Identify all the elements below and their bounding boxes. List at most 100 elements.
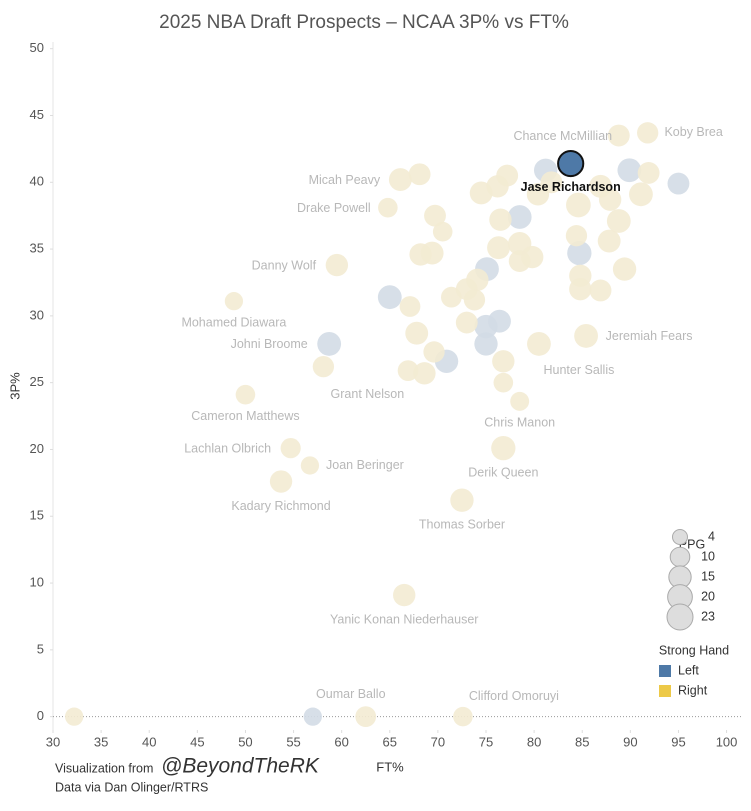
point: [455, 311, 478, 334]
x-tick-label: 55: [286, 734, 300, 749]
point-label: Derik Queen: [468, 465, 538, 479]
point: [521, 245, 544, 269]
point: [405, 321, 429, 345]
size-legend-label: 10: [701, 549, 715, 563]
x-tick-label: 100: [716, 734, 738, 749]
x-axis-label: FT%: [376, 759, 404, 774]
point: [424, 204, 446, 227]
highlight-layer: [557, 149, 585, 178]
point: [487, 236, 510, 260]
point: [317, 332, 342, 356]
y-tick-label: 20: [30, 441, 44, 456]
point-label: Lachlan Olbrich: [184, 441, 271, 455]
point: [496, 164, 519, 187]
point: [637, 161, 660, 184]
point: [355, 706, 377, 728]
x-tick-label: 80: [527, 734, 541, 749]
x-tick-label: 90: [623, 734, 637, 749]
y-axis-label: 3P%: [7, 372, 22, 400]
point: [589, 279, 612, 302]
size-legend-mark: [666, 603, 694, 631]
point: [413, 362, 436, 385]
point: [474, 332, 498, 356]
point-label: Clifford Omoruyi: [469, 689, 559, 703]
footer-handle: @BeyondTheRK: [161, 755, 320, 778]
point: [612, 257, 637, 281]
point-label: Mohamed Diawara: [181, 315, 286, 329]
point: [269, 470, 293, 493]
point-label: Koby Brea: [664, 125, 722, 139]
x-tick-label: 75: [479, 734, 493, 749]
y-tick-label: 35: [30, 241, 44, 256]
point: [450, 488, 474, 512]
point: [397, 360, 419, 382]
point: [607, 124, 630, 147]
point-label: Oumar Ballo: [316, 687, 386, 701]
point: [303, 707, 322, 726]
point-label: Grant Nelson: [331, 387, 405, 401]
point: [280, 438, 301, 459]
point-label: Chance McMillian: [513, 129, 612, 143]
x-tick-label: 85: [575, 734, 589, 749]
point: [325, 253, 349, 277]
point: [377, 285, 402, 310]
x-tick-label: 30: [46, 734, 60, 749]
y-tick-label: 30: [30, 307, 44, 322]
legend-label: Left: [678, 663, 699, 677]
points: [65, 122, 690, 728]
point: [597, 229, 621, 253]
footer-source: Data via Dan Olinger/RTRS: [55, 780, 208, 794]
size-legend-label: 20: [701, 589, 715, 603]
x-tick-label: 95: [671, 734, 685, 749]
point: [492, 350, 515, 373]
point: [491, 435, 516, 461]
point: [574, 323, 598, 348]
y-tick-label: 5: [37, 641, 44, 656]
legend-label: Right: [678, 683, 708, 697]
point-label: Joan Beringer: [326, 458, 404, 472]
point: [235, 384, 256, 405]
size-legend-label: 15: [701, 569, 715, 583]
point-label: Micah Peavy: [309, 173, 381, 187]
size-legend-mark: [672, 529, 688, 545]
point: [598, 188, 622, 211]
point-label: Jase Richardson: [521, 180, 621, 194]
point: [378, 197, 398, 218]
y-tick-label: 45: [30, 107, 44, 122]
point: [510, 391, 530, 411]
legend-title: Strong Hand: [659, 643, 729, 657]
point-label: Chris Manon: [484, 416, 555, 430]
point: [637, 122, 659, 144]
y-tick-label: 25: [30, 374, 44, 389]
point: [65, 707, 84, 726]
point: [466, 268, 489, 291]
y-tick-label: 15: [30, 508, 44, 523]
point: [420, 241, 444, 265]
footer-prefix: Visualization from: [55, 761, 153, 775]
point-label: Kadary Richmond: [231, 499, 330, 513]
point-label: Jeremiah Fears: [606, 329, 693, 343]
point-label: Hunter Sallis: [543, 363, 614, 377]
point: [393, 583, 416, 607]
point: [617, 158, 642, 183]
point: [567, 240, 592, 266]
y-tick-label: 0: [37, 708, 44, 723]
point: [489, 208, 512, 231]
point-label: Danny Wolf: [252, 258, 317, 272]
point-label: Johni Broome: [231, 337, 308, 351]
legend-swatch: [659, 665, 671, 677]
legend-swatch: [659, 685, 671, 697]
point: [557, 149, 585, 178]
point: [629, 182, 653, 207]
x-tick-label: 70: [431, 734, 445, 749]
size-legend-label: 4: [708, 529, 715, 543]
point: [300, 456, 320, 475]
size-legend-mark: [669, 546, 691, 568]
point: [566, 192, 591, 218]
point: [312, 355, 335, 378]
point: [667, 172, 690, 195]
point: [606, 209, 631, 233]
x-tick-label: 60: [334, 734, 348, 749]
